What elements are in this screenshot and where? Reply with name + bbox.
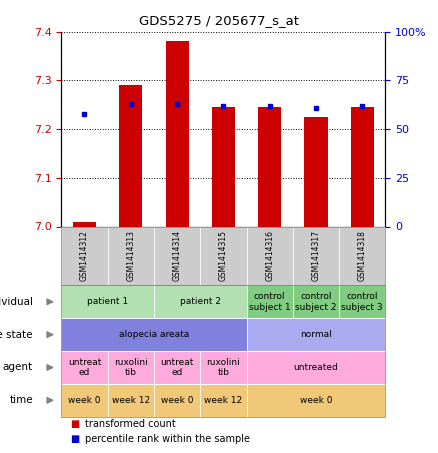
Text: untreat
ed: untreat ed xyxy=(160,358,194,377)
Bar xyxy=(73,222,96,226)
Text: week 0: week 0 xyxy=(161,396,193,405)
Bar xyxy=(304,117,328,226)
Text: ruxolini
tib: ruxolini tib xyxy=(114,358,148,377)
Text: ■: ■ xyxy=(70,434,79,444)
Text: GSM1414313: GSM1414313 xyxy=(126,231,135,281)
Text: transformed count: transformed count xyxy=(85,419,176,429)
Text: individual: individual xyxy=(0,297,33,307)
Text: week 12: week 12 xyxy=(112,396,150,405)
Text: time: time xyxy=(9,395,33,405)
Text: patient 1: patient 1 xyxy=(87,297,128,306)
Text: GSM1414316: GSM1414316 xyxy=(265,231,274,281)
Text: GSM1414312: GSM1414312 xyxy=(80,231,89,281)
Text: GDS5275 / 205677_s_at: GDS5275 / 205677_s_at xyxy=(139,14,299,27)
Text: control
subject 3: control subject 3 xyxy=(342,292,383,312)
Text: untreat
ed: untreat ed xyxy=(68,358,101,377)
Bar xyxy=(258,107,281,226)
Text: week 0: week 0 xyxy=(300,396,332,405)
Bar xyxy=(166,42,189,226)
Text: ■: ■ xyxy=(70,419,79,429)
Text: percentile rank within the sample: percentile rank within the sample xyxy=(85,434,251,444)
Bar xyxy=(119,85,142,226)
Text: ruxolini
tib: ruxolini tib xyxy=(206,358,240,377)
Text: alopecia areata: alopecia areata xyxy=(119,330,189,339)
Text: GSM1414314: GSM1414314 xyxy=(173,231,182,281)
Text: week 0: week 0 xyxy=(68,396,101,405)
Text: patient 2: patient 2 xyxy=(180,297,221,306)
Text: agent: agent xyxy=(3,362,33,372)
Text: control
subject 1: control subject 1 xyxy=(249,292,290,312)
Text: GSM1414318: GSM1414318 xyxy=(358,231,367,281)
Text: disease state: disease state xyxy=(0,330,33,340)
Text: untreated: untreated xyxy=(293,363,339,372)
Text: GSM1414315: GSM1414315 xyxy=(219,231,228,281)
Text: GSM1414317: GSM1414317 xyxy=(311,231,321,281)
Text: normal: normal xyxy=(300,330,332,339)
Text: control
subject 2: control subject 2 xyxy=(295,292,337,312)
Bar xyxy=(351,107,374,226)
Text: week 12: week 12 xyxy=(204,396,243,405)
Bar xyxy=(212,107,235,226)
